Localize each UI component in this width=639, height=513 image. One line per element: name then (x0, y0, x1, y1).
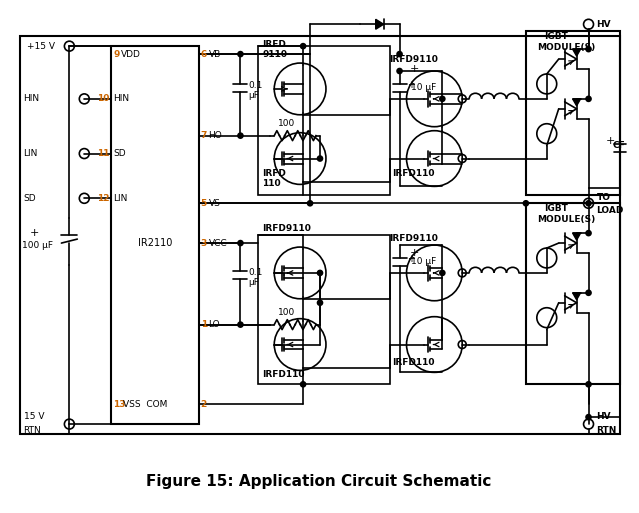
Circle shape (318, 156, 323, 161)
Bar (526, 203, 620, 384)
Circle shape (397, 69, 402, 73)
Circle shape (307, 201, 312, 206)
Circle shape (440, 96, 445, 102)
Text: IRFD: IRFD (263, 40, 286, 49)
Text: µF: µF (249, 279, 259, 287)
Text: 110: 110 (263, 179, 281, 188)
Text: SD: SD (24, 194, 36, 203)
Text: IRFD9110: IRFD9110 (263, 224, 311, 233)
Text: 9110: 9110 (263, 50, 288, 58)
Text: MODULE(S): MODULE(S) (537, 43, 595, 52)
Text: +: + (29, 228, 39, 238)
Text: +: + (410, 248, 419, 258)
Text: LIN: LIN (113, 194, 128, 203)
Text: IRFD9110: IRFD9110 (390, 233, 438, 243)
Text: 5: 5 (201, 199, 207, 208)
Text: 15 V: 15 V (24, 411, 44, 421)
Circle shape (586, 231, 591, 235)
Text: 0.1: 0.1 (249, 82, 263, 90)
Text: LIN: LIN (24, 149, 38, 158)
Text: TO: TO (596, 193, 610, 202)
Polygon shape (573, 233, 581, 240)
Text: CF: CF (612, 141, 625, 150)
Text: LOAD: LOAD (596, 206, 624, 215)
Bar (20, 36, 620, 434)
Text: IRFD110: IRFD110 (392, 358, 435, 367)
Text: HO: HO (208, 131, 222, 140)
Text: IGBT: IGBT (544, 204, 567, 213)
Circle shape (238, 52, 243, 56)
Text: Figure 15: Application Circuit Schematic: Figure 15: Application Circuit Schematic (146, 475, 491, 489)
Text: IGBT: IGBT (544, 32, 567, 41)
Text: +15 V: +15 V (27, 42, 54, 51)
Circle shape (300, 382, 305, 387)
Bar (111, 46, 199, 424)
Text: HV: HV (596, 20, 611, 29)
Text: µF: µF (249, 91, 259, 101)
Text: RTN: RTN (24, 426, 42, 435)
Circle shape (397, 52, 402, 56)
Circle shape (238, 133, 243, 138)
Text: +: + (410, 64, 419, 74)
Text: RTN: RTN (596, 426, 617, 435)
Circle shape (586, 382, 591, 387)
Circle shape (586, 47, 591, 52)
Text: 7: 7 (201, 131, 207, 140)
Polygon shape (573, 49, 581, 56)
Circle shape (300, 44, 305, 49)
Text: +: + (408, 254, 415, 264)
Circle shape (238, 322, 243, 327)
Bar (258, 235, 390, 384)
Circle shape (586, 96, 591, 102)
Text: 100 µF: 100 µF (22, 241, 52, 249)
Circle shape (318, 270, 323, 275)
Text: IRFD9110: IRFD9110 (390, 54, 438, 64)
Circle shape (586, 290, 591, 295)
Text: 0.1: 0.1 (249, 268, 263, 278)
Polygon shape (573, 99, 581, 106)
Text: SD: SD (113, 149, 126, 158)
Bar (526, 31, 620, 195)
Text: IRFD: IRFD (263, 169, 286, 178)
Text: 9: 9 (113, 50, 119, 58)
Text: 10 µF: 10 µF (412, 84, 436, 92)
Circle shape (238, 241, 243, 246)
Text: 100: 100 (278, 308, 295, 317)
Circle shape (586, 201, 591, 206)
Text: HV: HV (596, 411, 611, 421)
Polygon shape (573, 293, 581, 300)
Text: 11: 11 (96, 149, 109, 158)
Text: HIN: HIN (113, 94, 129, 103)
Text: VCC: VCC (208, 239, 227, 248)
Text: VB: VB (208, 50, 221, 58)
Text: IR2110: IR2110 (138, 238, 172, 248)
Text: +: + (605, 135, 615, 146)
Text: 100: 100 (278, 119, 295, 128)
Text: MODULE(S): MODULE(S) (537, 215, 595, 224)
Text: VS: VS (208, 199, 220, 208)
Text: VDD: VDD (121, 50, 141, 58)
Text: 13: 13 (113, 400, 126, 409)
Circle shape (523, 201, 528, 206)
Text: 10: 10 (96, 94, 109, 103)
Bar (258, 46, 390, 195)
Text: 12: 12 (96, 194, 109, 203)
Text: +: + (408, 80, 415, 90)
Text: LO: LO (208, 320, 220, 329)
Text: 10 µF: 10 µF (412, 258, 436, 266)
Circle shape (586, 415, 591, 420)
Text: 6: 6 (201, 50, 207, 58)
Text: 3: 3 (201, 239, 207, 248)
Circle shape (318, 300, 323, 305)
Text: VSS  COM: VSS COM (123, 400, 167, 409)
Polygon shape (376, 19, 383, 29)
Text: IRFD110: IRFD110 (263, 370, 305, 379)
Text: IRFD110: IRFD110 (392, 169, 435, 178)
Text: 1: 1 (201, 320, 207, 329)
Text: HIN: HIN (24, 94, 40, 103)
Circle shape (440, 270, 445, 275)
Text: 2: 2 (201, 400, 207, 409)
